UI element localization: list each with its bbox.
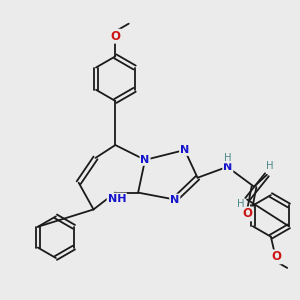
Text: H: H — [237, 199, 245, 209]
Text: N: N — [140, 155, 150, 165]
Text: N: N — [170, 194, 179, 205]
Text: O: O — [271, 250, 281, 263]
Text: O: O — [243, 207, 253, 220]
Text: NH: NH — [108, 194, 126, 203]
Text: H: H — [224, 153, 232, 163]
Text: N: N — [180, 145, 189, 155]
Text: N: N — [223, 162, 232, 172]
Text: O: O — [110, 30, 120, 43]
Text: H: H — [266, 161, 274, 171]
